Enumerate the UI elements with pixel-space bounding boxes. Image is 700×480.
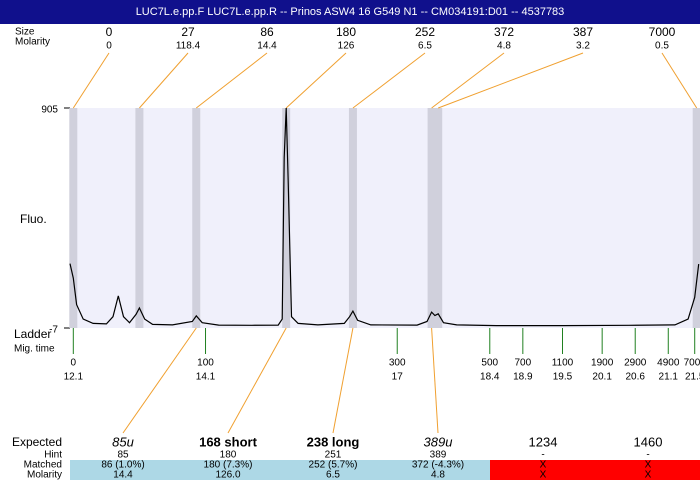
peak-connector: [661, 52, 698, 109]
ladder-size: 7000: [684, 358, 700, 369]
peak-band: [282, 108, 291, 328]
table-hint: -: [541, 450, 544, 461]
peak-molarity: 118.4: [176, 41, 201, 52]
table-matched: 252 (5.7%): [309, 460, 358, 471]
table-matched: 86 (1.0%): [101, 460, 144, 471]
row-label: Hint: [44, 450, 62, 461]
table-expected: 168 short: [199, 434, 257, 449]
trace: [69, 107, 700, 327]
table-expected: 1234: [529, 434, 558, 449]
ladder-size: 300: [389, 358, 406, 369]
ladder-time: 18.9: [513, 372, 533, 383]
peak-connector: [352, 52, 426, 109]
mig-time-label: Mig. time: [14, 344, 55, 355]
peak-size: 86: [260, 25, 274, 39]
unmatched-bg: [490, 460, 700, 480]
ladder-size: 500: [481, 358, 498, 369]
matched-bg: [70, 460, 490, 480]
table-matched: X: [645, 460, 652, 471]
table-expected: 85u: [112, 434, 134, 449]
ladder-time: 21.5: [685, 372, 700, 383]
table-molarity: X: [645, 470, 652, 480]
ladder-time: 20.1: [592, 372, 612, 383]
match-connector: [227, 327, 287, 434]
y-tick-label: 905: [41, 105, 58, 116]
row-label: Expected: [12, 435, 62, 449]
peak-molarity: 6.5: [418, 41, 432, 52]
table-molarity: 126.0: [215, 470, 240, 480]
ladder-time: 20.6: [625, 372, 645, 383]
ladder-time: 19.5: [553, 372, 573, 383]
peak-size: 180: [336, 25, 356, 39]
peak-connector: [438, 52, 584, 109]
peak-molarity: 14.4: [257, 41, 277, 52]
peak-size: 372: [494, 25, 514, 39]
peak-molarity: 126: [338, 41, 355, 52]
peak-band: [192, 108, 201, 328]
peak-molarity: 0: [106, 41, 112, 52]
ladder-size: 2900: [624, 358, 647, 369]
match-connector: [431, 327, 439, 434]
peak-molarity: 4.8: [497, 41, 511, 52]
table-hint: 251: [325, 450, 342, 461]
table-molarity: X: [540, 470, 547, 480]
match-connector: [122, 327, 197, 434]
peak-band: [692, 108, 700, 328]
header-title: LUC7L.e.pp.F LUC7L.e.pp.R -- Prinos ASW4…: [136, 6, 565, 18]
peak-connector: [72, 52, 110, 109]
plot-area: [70, 108, 700, 328]
ladder-time: 18.4: [480, 372, 500, 383]
ladder-time: 17: [392, 372, 404, 383]
peak-band: [434, 108, 443, 328]
peak-band: [135, 108, 144, 328]
table-expected: 1460: [634, 434, 663, 449]
peak-connector: [285, 52, 347, 109]
ladder-size: 1900: [591, 358, 614, 369]
size-label: Size: [15, 27, 35, 38]
ladder-time: 21.1: [659, 372, 679, 383]
peak-size: 0: [106, 25, 113, 39]
table-hint: 180: [220, 450, 237, 461]
peak-band: [427, 108, 436, 328]
ladder-size: 1100: [552, 358, 574, 369]
table-hint: 389: [430, 450, 447, 461]
table-molarity: 6.5: [326, 470, 340, 480]
table-molarity: 14.4: [113, 470, 133, 480]
table-expected: 389u: [424, 434, 453, 449]
ladder-size: 100: [197, 358, 214, 369]
ladder-size: 4900: [657, 358, 680, 369]
y-axis-label: Fluo.: [20, 212, 47, 226]
ladder-label: Ladder: [14, 327, 51, 341]
peak-band: [69, 108, 78, 328]
table-molarity: 4.8: [431, 470, 445, 480]
table-hint: -: [646, 450, 649, 461]
y-tick-label: -7: [49, 325, 58, 336]
peak-size: 252: [415, 25, 435, 39]
table-expected: 238 long: [307, 434, 360, 449]
peak-connector: [195, 52, 268, 109]
peak-size: 7000: [649, 25, 676, 39]
peak-connector: [431, 52, 505, 109]
peak-connector: [139, 52, 189, 109]
peak-size: 387: [573, 25, 593, 39]
header-bar: [0, 0, 700, 24]
peak-band: [348, 108, 357, 328]
ladder-time: 14.1: [196, 372, 216, 383]
table-hint: 85: [117, 450, 129, 461]
table-matched: X: [540, 460, 547, 471]
table-matched: 180 (7.3%): [204, 460, 253, 471]
ladder-time: 12.1: [64, 372, 84, 383]
ladder-size: 0: [71, 358, 77, 369]
ladder-size: 700: [514, 358, 531, 369]
table-matched: 372 (-4.3%): [412, 460, 464, 471]
peak-molarity: 0.5: [655, 41, 669, 52]
molarity-label: Molarity: [15, 37, 50, 48]
match-connector: [332, 327, 354, 434]
peak-molarity: 3.2: [576, 41, 590, 52]
row-label: Molarity: [27, 470, 62, 480]
row-label: Matched: [24, 460, 62, 471]
peak-size: 27: [181, 25, 195, 39]
